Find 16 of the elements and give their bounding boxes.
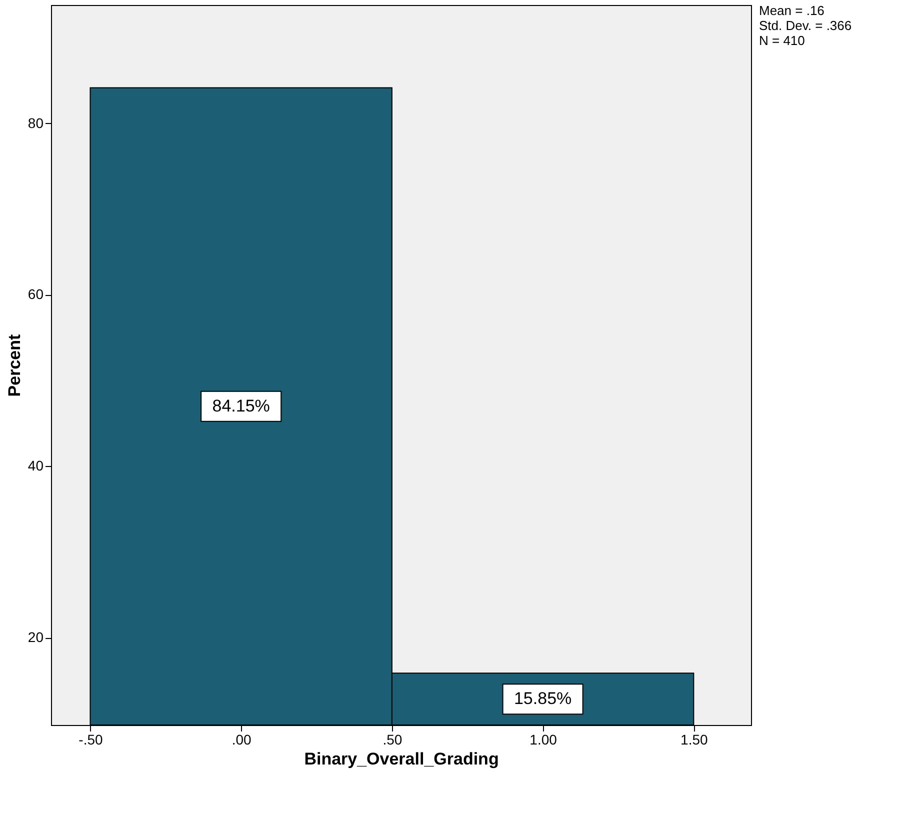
x-tick-label: 1.50 bbox=[680, 732, 708, 748]
text: Std. Dev. = .366 bbox=[759, 18, 852, 33]
data-label: 84.15% bbox=[212, 396, 270, 416]
data-label: 15.85% bbox=[514, 689, 572, 708]
text: Mean = .16 bbox=[759, 3, 824, 18]
x-tick-label: .50 bbox=[382, 732, 402, 748]
y-axis-title: Percent bbox=[4, 334, 24, 397]
y-tick-label: 20 bbox=[28, 629, 44, 646]
x-tick-label: 1.00 bbox=[530, 732, 558, 748]
text: N = 410 bbox=[759, 33, 805, 48]
y-tick-label: 80 bbox=[28, 114, 44, 131]
x-tick-label: -.50 bbox=[78, 732, 103, 748]
y-tick-label: 40 bbox=[28, 458, 44, 474]
y-tick-label: 60 bbox=[28, 286, 44, 302]
x-axis-title: Binary_Overall_Grading bbox=[304, 750, 499, 768]
x-tick-label: .00 bbox=[232, 732, 252, 748]
